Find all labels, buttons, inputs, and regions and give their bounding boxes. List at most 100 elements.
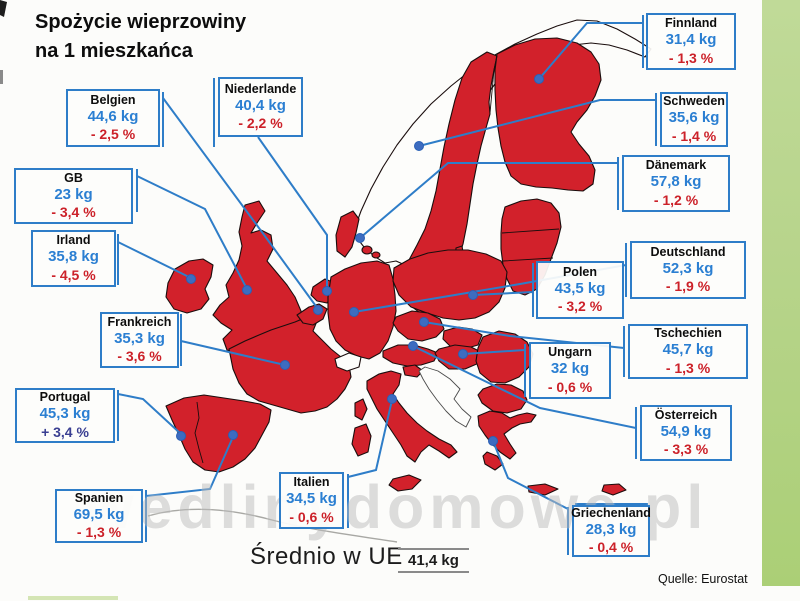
callout-daenemark: Dänemark 57,8 kg - 1,2 % (622, 155, 730, 212)
country-value: 44,6 kg (87, 107, 139, 125)
map-country-poland (392, 249, 508, 321)
callout-griechenland: Griechenland 28,3 kg - 0,4 % (571, 505, 651, 557)
dot-niederlande (322, 286, 332, 296)
line-niederlande (213, 78, 328, 290)
green-accent-sliver (28, 596, 118, 600)
country-change: - 0,6 % (547, 378, 593, 395)
country-change: - 3,2 % (557, 298, 603, 315)
country-value: 43,5 kg (554, 279, 606, 297)
country-name: Frankreich (107, 314, 172, 329)
country-name: Irland (56, 233, 91, 248)
eu-average-label: Średnio w UE (250, 543, 403, 570)
country-value: 45,7 kg (662, 341, 714, 359)
country-change: - 0,4 % (588, 539, 634, 556)
dot-daenemark (355, 233, 365, 243)
country-value: 69,5 kg (73, 505, 125, 523)
country-name: GB (64, 170, 83, 185)
country-change: + 3,4 % (41, 423, 89, 440)
country-name: Niederlande (224, 81, 297, 96)
country-value: 35,8 kg (48, 248, 99, 266)
callout-niederlande: Niederlande 40,4 kg - 2,2 % (218, 77, 303, 137)
country-value: 34,5 kg (286, 490, 337, 508)
country-change: - 2,5 % (90, 126, 136, 143)
line-finnland (538, 15, 644, 80)
dot-oesterreich (408, 341, 418, 351)
country-name: Finnland (664, 16, 718, 31)
dot-griechenland (488, 436, 498, 446)
line-spanien (145, 436, 234, 542)
country-value: 52,3 kg (662, 259, 714, 277)
callout-deutschland: Deutschland 52,3 kg - 1,9 % (630, 241, 746, 299)
country-value: 32 kg (550, 360, 590, 378)
map-island-sicily (388, 474, 422, 492)
callout-frankreich: Frankreich 35,3 kg - 3,6 % (100, 312, 179, 368)
title-line-1: Spożycie wieprzowiny (35, 11, 247, 33)
country-value: 54,9 kg (660, 422, 712, 440)
country-value: 45,3 kg (39, 405, 91, 423)
dot-finnland (534, 74, 544, 84)
map-island-cyprus (601, 483, 627, 496)
africa-coastline (147, 508, 398, 543)
line-belgien (162, 92, 319, 310)
map-country-bulgaria (477, 383, 528, 414)
country-name: Polen (562, 264, 598, 279)
callout-spanien: Spanien 69,5 kg - 1,3 % (55, 489, 143, 543)
line-frankreich (180, 314, 286, 366)
country-change: - 1,9 % (665, 278, 711, 295)
map-country-romania (475, 330, 534, 384)
map-island (361, 245, 373, 255)
callout-italien: Italien 34,5 kg - 0,6 % (279, 472, 344, 529)
country-name: Portugal (39, 390, 91, 405)
map-region-balkans (418, 366, 472, 428)
line-irland (117, 234, 192, 285)
country-value: 57,8 kg (650, 173, 702, 191)
country-name: Schweden (663, 94, 725, 109)
country-name: Tschechien (654, 326, 722, 341)
line-daenemark (359, 157, 619, 239)
map-country-finland (494, 37, 602, 192)
callout-gb: GB 23 kg - 3,4 % (14, 168, 133, 224)
callout-ungarn: Ungarn 32 kg - 0,6 % (529, 342, 611, 399)
map-island (371, 251, 381, 259)
map-island-corsica (354, 398, 368, 421)
line-oesterreich (412, 345, 637, 459)
map-country-belgium (296, 303, 328, 326)
country-change: - 2,2 % (238, 115, 283, 132)
dot-tschechien (419, 317, 429, 327)
country-change: - 3,6 % (117, 348, 162, 365)
country-change: - 1,4 % (671, 127, 717, 144)
dot-frankreich (280, 360, 290, 370)
country-change: - 1,2 % (653, 191, 699, 208)
map-country-denmark (335, 210, 360, 258)
map-island-crete (527, 483, 559, 496)
map-region-iberia (165, 394, 272, 473)
country-name: Italien (293, 475, 330, 490)
dot-belgien (313, 305, 323, 315)
callout-lines (117, 15, 657, 555)
callout-schweden: Schweden 35,6 kg - 1,4 % (660, 92, 728, 147)
dot-portugal (176, 431, 186, 441)
callout-tschechien: Tschechien 45,7 kg - 1,3 % (628, 324, 748, 379)
dot-irland (186, 274, 196, 284)
country-change: - 3,4 % (51, 204, 96, 221)
callout-belgien: Belgien 44,6 kg - 2,5 % (66, 89, 160, 147)
country-value: 35,6 kg (668, 109, 720, 127)
country-value: 40,4 kg (235, 96, 286, 114)
country-name: Spanien (74, 490, 124, 505)
callout-portugal: Portugal 45,3 kg + 3,4 % (15, 388, 115, 443)
map-border-portugal-spain (194, 401, 204, 464)
dot-schweden (414, 141, 424, 151)
line-schweden (418, 93, 657, 147)
country-value: 35,3 kg (114, 329, 165, 347)
callout-finnland: Finnland 31,4 kg - 1,3 % (646, 13, 736, 70)
map-borders (501, 228, 560, 262)
dot-deutschland (349, 307, 359, 317)
line-gb (136, 169, 248, 290)
country-name: Belgien (90, 92, 136, 107)
line-portugal (117, 390, 182, 441)
dot-italien (387, 394, 397, 404)
country-change: - 1,3 % (668, 49, 714, 66)
country-change: - 0,6 % (289, 508, 334, 525)
map-border-sweden-finland (489, 55, 498, 114)
